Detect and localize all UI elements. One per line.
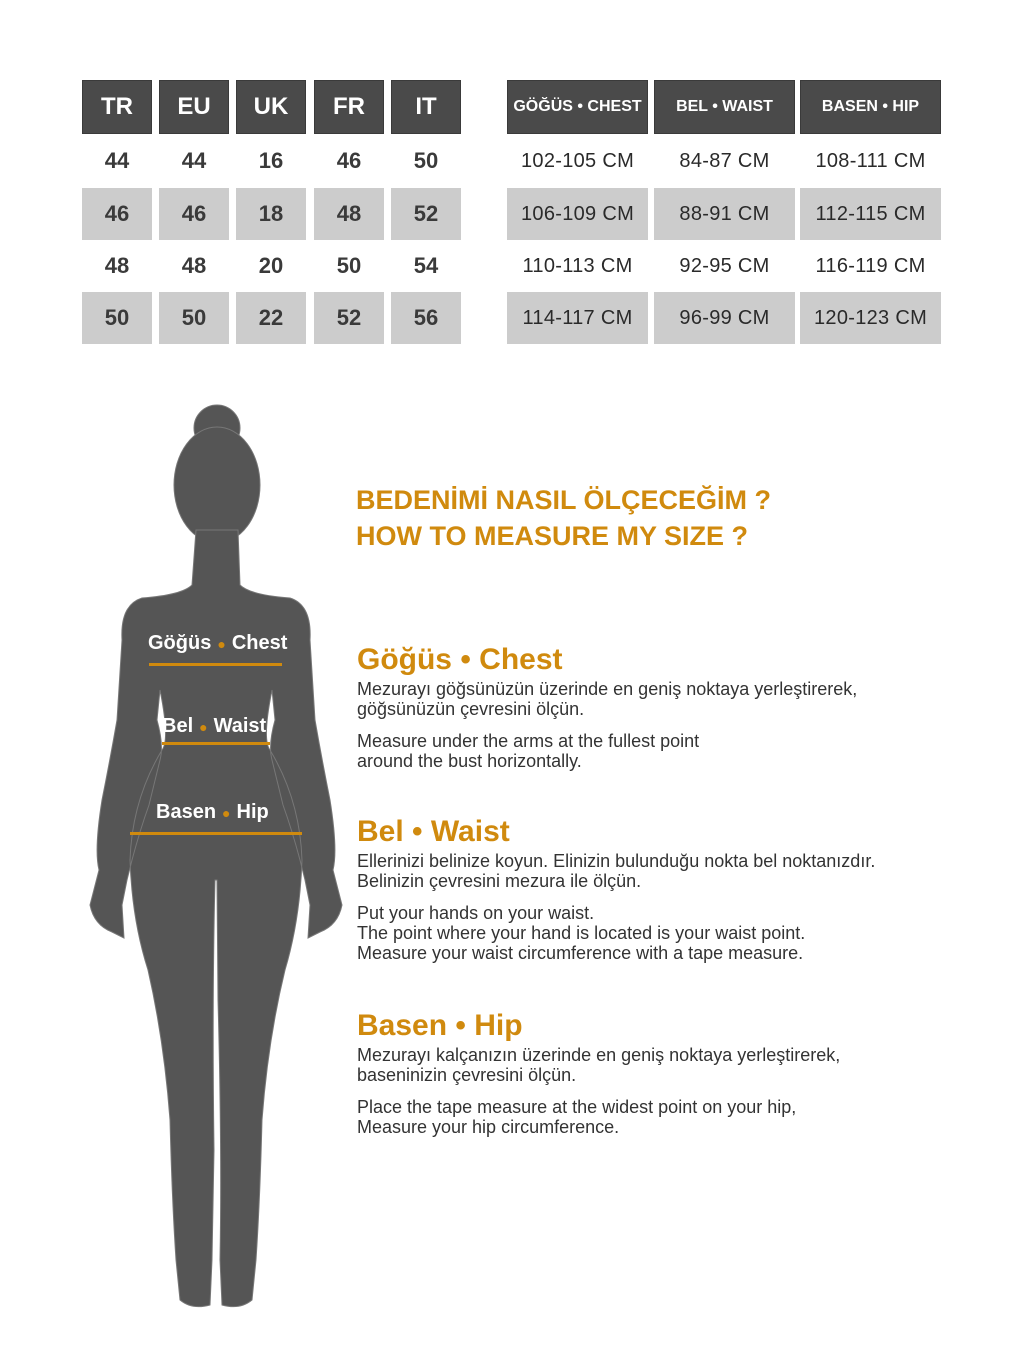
size-cell: 44 (181, 148, 207, 173)
measure-cell: 112-115 CM (800, 188, 941, 240)
measure-cell: 84-87 CM (679, 149, 770, 172)
label-en: Waist (213, 715, 267, 737)
measure-cell: 106-109 CM (507, 188, 648, 240)
section-text-tr: Mezurayı kalçanızın üzerinde en geniş no… (357, 1045, 841, 1085)
measure-cell: 114-117 CM (507, 292, 648, 344)
section-text-tr: Mezurayı göğsünüzün üzerinde en geniş no… (357, 679, 858, 719)
label-en: Hip (236, 801, 269, 823)
measure-cell: 92-95 CM (679, 254, 770, 277)
section-waist: Bel • Waist Ellerinizi belinize koyun. E… (357, 815, 977, 975)
size-header: TR (82, 80, 152, 134)
section-title: Göğüs • Chest (357, 643, 563, 676)
size-cell: 50 (82, 292, 152, 344)
waist-tape-line (162, 742, 270, 745)
section-title: Bel • Waist (357, 815, 510, 848)
size-cell: 50 (336, 253, 362, 278)
size-cell: 48 (314, 188, 384, 240)
heading-tr: BEDENİMİ NASIL ÖLÇECEĞİM ? (356, 485, 772, 515)
measure-cell: 120-123 CM (800, 292, 941, 344)
size-cell: 56 (391, 292, 461, 344)
size-cell: 46 (82, 188, 152, 240)
dot-icon: ● (199, 718, 208, 735)
measure-cell: 116-119 CM (815, 254, 926, 277)
measure-cell: 102-105 CM (520, 149, 635, 172)
dot-icon: ● (222, 804, 231, 821)
size-cell: 18 (236, 188, 306, 240)
label-en: Chest (231, 632, 288, 654)
section-text-en: Measure under the arms at the fullest po… (357, 731, 700, 771)
size-header: IT (391, 80, 461, 134)
figure-label-hip: Basen ● Hip (156, 801, 269, 824)
measure-header: BEL • WAIST (654, 80, 795, 134)
dot-icon: ● (217, 635, 226, 652)
size-cell: 20 (258, 253, 284, 278)
section-text-en: Put your hands on your waist. The point … (357, 903, 806, 963)
size-cell: 22 (236, 292, 306, 344)
hip-tape-line (130, 832, 302, 835)
section-hip: Basen • Hip Mezurayı kalçanızın üzerinde… (357, 1009, 977, 1149)
measure-header: BASEN • HIP (800, 80, 941, 134)
measure-header: GÖĞÜS • CHEST (507, 80, 648, 134)
size-cell: 54 (413, 253, 439, 278)
size-cell: 50 (413, 148, 439, 173)
size-cell: 52 (314, 292, 384, 344)
measure-cell: 110-113 CM (522, 254, 633, 277)
section-text-tr: Ellerinizi belinize koyun. Elinizin bulu… (357, 851, 876, 891)
section-text-en: Place the tape measure at the widest poi… (357, 1097, 797, 1137)
measure-cell: 96-99 CM (654, 292, 795, 344)
size-cell: 46 (159, 188, 229, 240)
section-chest: Göğüs • Chest Mezurayı göğsünüzün üzerin… (357, 643, 977, 783)
size-cell: 46 (336, 148, 362, 173)
size-header: UK (236, 80, 306, 134)
size-cell: 52 (391, 188, 461, 240)
section-title: Basen • Hip (357, 1009, 523, 1042)
label-tr: Göğüs (148, 632, 212, 654)
size-cell: 16 (258, 148, 284, 173)
heading-en: HOW TO MEASURE MY SIZE ? (356, 521, 749, 551)
measure-cell: 88-91 CM (654, 188, 795, 240)
size-cell: 48 (104, 253, 130, 278)
label-tr: Basen (156, 801, 217, 823)
figure-label-chest: Göğüs ● Chest (148, 632, 287, 655)
size-header: EU (159, 80, 229, 134)
figure-label-waist: Bel ● Waist (162, 715, 266, 738)
measure-cell: 108-111 CM (815, 149, 926, 172)
size-cell: 48 (181, 253, 207, 278)
label-tr: Bel (162, 715, 194, 737)
size-cell: 44 (104, 148, 130, 173)
size-header: FR (314, 80, 384, 134)
size-cell: 50 (159, 292, 229, 344)
chest-tape-line (149, 663, 282, 666)
